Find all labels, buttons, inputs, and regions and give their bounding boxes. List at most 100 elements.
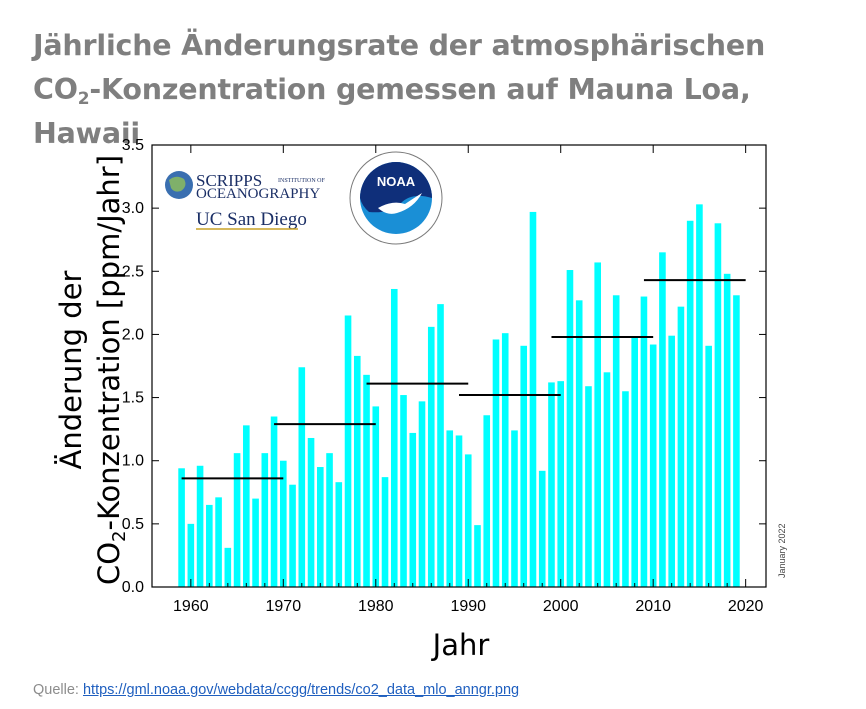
y-axis-ticks: 0.0 0.5 1.0 1.5 2.0 2.5 3.0 3.5	[122, 137, 766, 596]
bar-2006	[612, 295, 620, 587]
bar-2003	[585, 386, 592, 587]
oceanography-text: OCEANOGRAPHY	[196, 186, 320, 202]
title-co: CO	[33, 73, 78, 106]
bar-1964	[224, 547, 232, 587]
bar-1989	[455, 435, 463, 587]
bar-1977	[344, 315, 352, 587]
bar-2001	[566, 270, 574, 587]
bar-1961	[196, 465, 204, 587]
noaa-bird-icon	[378, 193, 422, 214]
axis-frame	[151, 144, 767, 588]
bar-1988	[446, 430, 454, 587]
bar-1970	[280, 460, 287, 587]
bar-2016	[705, 345, 712, 587]
x-tick-label: 2020	[728, 598, 764, 615]
y-axis-label-line-2: CO2-Konzentration [ppm/Jahr]	[90, 155, 130, 585]
bar-1959	[178, 468, 185, 587]
bar-1960	[187, 523, 195, 587]
bar-1971	[289, 484, 296, 587]
bar-2004	[594, 262, 601, 587]
x-tick-label: 1980	[358, 598, 394, 615]
decade-average-lines	[181, 279, 746, 480]
bar-1973	[307, 437, 315, 587]
y-tick-label: 0.0	[122, 579, 144, 596]
bar-1997	[529, 211, 537, 587]
x-tick-label: 1970	[266, 598, 302, 615]
bar-2018	[723, 273, 731, 587]
bar-1991	[474, 525, 481, 587]
x-tick-label: 1960	[173, 598, 209, 615]
x-axis-ticks: 1960 1970 1980 1990 2000 2010 2020	[173, 145, 764, 615]
y-tick-label: 0.5	[122, 516, 144, 533]
bar-2014	[686, 220, 694, 587]
bar-1972	[298, 367, 306, 587]
x-tick-label: 1990	[450, 598, 486, 615]
bar-2000	[557, 381, 565, 587]
bar-1968	[261, 453, 269, 587]
x-tick-label: 2000	[543, 598, 579, 615]
y-tick-label: 3.5	[122, 137, 144, 154]
bar-1994	[501, 333, 509, 587]
noaa-logo: NOAA	[349, 151, 443, 245]
bar-1976	[335, 482, 343, 587]
bar-2012	[668, 335, 675, 587]
title-co2-subscript: 2	[77, 89, 90, 109]
ucsd-text: UC San Diego	[196, 209, 307, 230]
x-axis-label: Jahr	[432, 628, 490, 662]
bar-1979	[363, 374, 370, 587]
bar-2009	[640, 296, 648, 587]
bar-1965	[233, 453, 241, 587]
bar-1996	[520, 345, 528, 587]
bar-1999	[548, 382, 555, 587]
bar-2002	[575, 300, 583, 587]
x-tick-label: 2010	[635, 598, 671, 615]
source-label: Quelle:	[33, 682, 83, 698]
bars-group	[178, 204, 740, 588]
bar-2011	[659, 252, 666, 587]
bar-1975	[326, 453, 333, 587]
y-axis-label: Änderung der CO2-Konzentration [ppm/Jahr…	[52, 155, 130, 585]
bar-2019	[733, 295, 740, 587]
source-note: Quelle: https://gml.noaa.gov/webdata/ccg…	[33, 682, 519, 698]
bar-1962	[206, 504, 213, 587]
source-link[interactable]: https://gml.noaa.gov/webdata/ccgg/trends…	[82, 682, 520, 698]
bar-1982	[390, 288, 398, 587]
y-tick-label: 2.5	[122, 263, 144, 280]
bar-2005	[603, 372, 611, 587]
bar-1987	[437, 304, 444, 587]
noaa-text: NOAA	[377, 174, 416, 189]
bar-1992	[483, 415, 491, 587]
y-tick-label: 2.0	[122, 326, 144, 343]
bar-1995	[511, 430, 518, 587]
bar-1966	[243, 425, 250, 587]
bar-2013	[677, 306, 685, 587]
scripps-text: SCRIPPS	[196, 171, 262, 190]
y-axis-label-line-1: Änderung der	[54, 270, 88, 470]
y-tick-label: 1.5	[122, 390, 144, 407]
bar-1986	[427, 326, 435, 587]
y-label-co2-subscript: 2	[109, 530, 130, 542]
y-tick-label: 3.0	[122, 200, 144, 217]
scripps-institution-text: INSTITUTION OF	[278, 178, 325, 184]
title-line-1: Jährliche Änderungsrate der atmosphärisc…	[33, 29, 766, 62]
bar-2010	[649, 344, 657, 587]
bar-1969	[270, 416, 278, 587]
globe-land-shape	[169, 176, 186, 192]
bar-1983	[400, 395, 407, 587]
scripps-ucsd-logo: SCRIPPS INSTITUTION OF OCEANOGRAPHY UC S…	[165, 171, 325, 230]
title-line-2: CO2-Konzentration gemessen auf Mauna Loa…	[33, 68, 853, 156]
title-rest: -Konzentration gemessen auf Mauna Loa, H…	[33, 73, 751, 150]
bar-1978	[353, 355, 361, 587]
y-tick-label: 1.0	[122, 453, 144, 470]
bar-1974	[317, 467, 324, 587]
chart-title: Jährliche Änderungsrate der atmosphärisc…	[33, 24, 853, 156]
bar-2017	[714, 223, 722, 588]
bar-1963	[215, 497, 222, 587]
bar-1985	[418, 401, 426, 587]
plot-frame	[151, 144, 767, 588]
bar-2008	[631, 336, 638, 587]
bar-1990	[464, 454, 472, 587]
bar-1998	[538, 470, 546, 587]
bar-1980	[372, 406, 380, 587]
